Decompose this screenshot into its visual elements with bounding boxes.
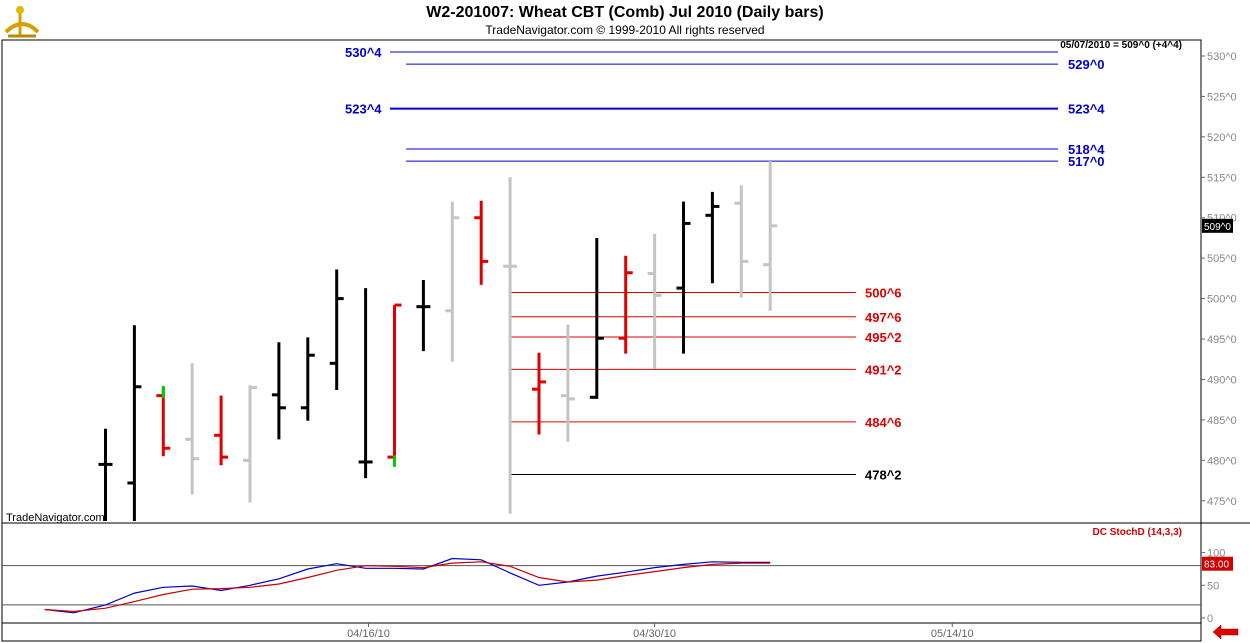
stoch-line-red	[44, 561, 771, 613]
scroll-left-arrow-icon[interactable]	[1212, 624, 1239, 640]
ohlc-bar	[127, 325, 142, 522]
ohlc-bar	[676, 201, 691, 354]
stoch-tick-label: 50	[1207, 580, 1219, 592]
last-price-tag: 509^0	[1204, 222, 1231, 233]
last-value-readout: 05/07/2010 = 509^0 (+4^4)	[1060, 40, 1182, 51]
price-tick-label: 480^0	[1207, 455, 1237, 467]
ohlc-bar	[185, 363, 200, 495]
level-label-right: 478^2	[865, 468, 902, 483]
ohlc-bar	[705, 191, 720, 284]
level-label-right: 517^0	[1068, 154, 1105, 169]
stoch-tick-label: 0	[1207, 613, 1213, 625]
stoch-value-tag: 83.00	[1204, 560, 1229, 571]
level-label-right: 518^4	[1068, 142, 1105, 157]
price-tick-label: 490^0	[1207, 374, 1237, 386]
price-tick-label: 520^0	[1207, 132, 1237, 144]
last-price-tag-box	[1202, 218, 1233, 233]
watermark: TradeNavigator.com	[6, 512, 105, 524]
time-tick-label: 04/30/10	[633, 628, 676, 640]
price-tick-label: 530^0	[1207, 51, 1237, 63]
level-label-right: 497^6	[865, 310, 902, 325]
stoch-tick-label: 100	[1207, 548, 1225, 560]
ohlc-bar	[474, 200, 489, 285]
level-label-right: 523^4	[1068, 102, 1105, 117]
ohlc-bar	[647, 233, 662, 369]
stoch-line-blue	[44, 557, 771, 614]
ohlc-bar	[416, 280, 431, 352]
ohlc-bar	[300, 337, 315, 421]
level-label-right: 529^0	[1068, 57, 1105, 72]
level-label-right: 491^2	[865, 362, 902, 377]
price-tick-label: 495^0	[1207, 334, 1237, 346]
ohlc-bar	[243, 385, 257, 503]
price-tick-label: 505^0	[1207, 253, 1237, 265]
time-tick-label: 05/14/10	[931, 628, 974, 640]
ohlc-bar	[387, 303, 402, 466]
ohlc-bar	[560, 324, 575, 442]
ohlc-bar	[329, 269, 344, 390]
price-tick-label: 485^0	[1207, 415, 1237, 427]
time-tick-label: 04/16/10	[347, 628, 390, 640]
ohlc-bar	[532, 352, 546, 435]
ohlc-bar	[618, 255, 633, 354]
ohlc-bar	[98, 428, 113, 522]
ohlc-bar	[734, 185, 749, 298]
ohlc-bar	[503, 177, 518, 514]
level-label-left: 530^4	[345, 45, 382, 60]
stoch-legend: DC StochD (14,3,3)	[1093, 527, 1182, 538]
price-tick-label: 515^0	[1207, 172, 1237, 184]
ohlc-bar	[763, 161, 778, 311]
plot-frame	[1, 39, 1202, 642]
ohlc-bar	[445, 201, 460, 362]
ohlc-bar	[271, 342, 286, 440]
chart-subtitle: TradeNavigator.com © 1999-2010 All right…	[485, 23, 765, 37]
chart-title: W2-201007: Wheat CBT (Comb) Jul 2010 (Da…	[426, 4, 824, 21]
sextant-icon[interactable]	[2, 2, 42, 42]
ohlc-bar	[214, 395, 229, 466]
ohlc-bar	[589, 237, 604, 399]
level-label-right: 484^6	[865, 415, 902, 430]
level-label-right: 495^2	[865, 330, 902, 345]
price-tick-label: 525^0	[1207, 91, 1237, 103]
level-label-left: 523^4	[345, 102, 382, 117]
stoch-value-tag-box	[1202, 556, 1233, 571]
price-tick-label: 500^0	[1207, 294, 1237, 306]
ohlc-bar	[358, 288, 373, 479]
level-label-right: 500^6	[865, 286, 902, 301]
price-tick-label: 475^0	[1207, 496, 1237, 508]
